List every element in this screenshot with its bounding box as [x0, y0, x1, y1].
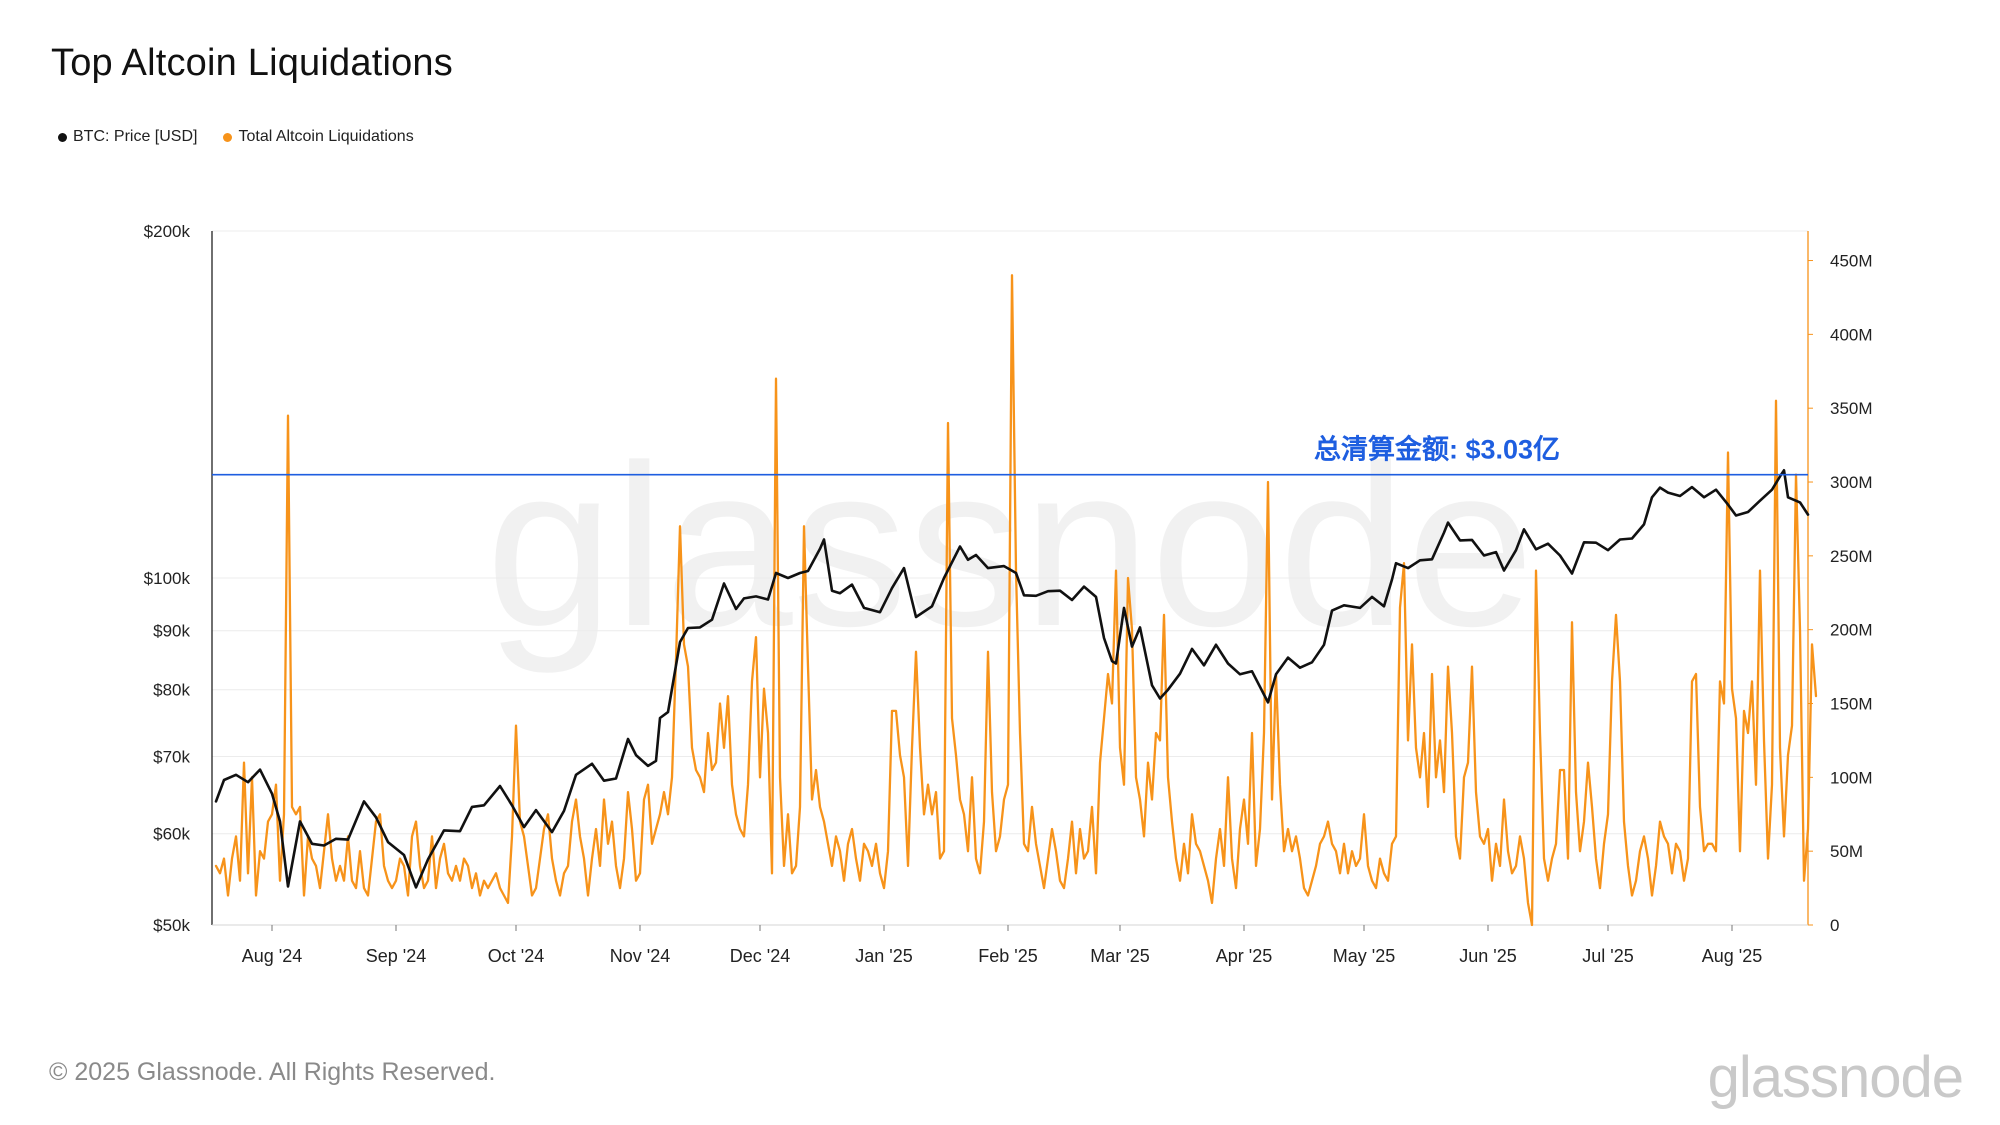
x-tick-label: May '25: [1333, 946, 1395, 966]
legend-label-btc: BTC: Price [USD]: [73, 128, 198, 145]
x-tick-label: Aug '25: [1702, 946, 1763, 966]
x-tick-label: Jun '25: [1459, 946, 1516, 966]
legend-dot-btc: [58, 132, 67, 142]
y-right-tick-label: 250M: [1830, 547, 1873, 566]
y-right-tick-label: 350M: [1830, 399, 1873, 418]
x-tick-label: Sep '24: [366, 946, 427, 966]
liquidations-layer: [214, 274, 1818, 927]
y-right-tick-label: 50M: [1830, 842, 1863, 861]
legend-item-btc-price[interactable]: BTC: Price [USD]: [58, 128, 197, 146]
btc-price-line: [214, 469, 1810, 889]
x-tick-label: Jan '25: [855, 946, 912, 966]
y-right-tick-label: 300M: [1830, 473, 1873, 492]
y-right-tick-label: 200M: [1830, 621, 1873, 640]
y-left-tick-label: $80k: [153, 681, 190, 700]
glassnode-logo: glassnode: [1707, 1045, 1964, 1110]
y-right-tick-label: 100M: [1830, 768, 1873, 787]
legend-label-liquidations: Total Altcoin Liquidations: [238, 128, 414, 145]
x-tick-label: Feb '25: [978, 946, 1037, 966]
x-tick-label: Mar '25: [1090, 946, 1149, 966]
legend: BTC: Price [USD] Total Altcoin Liquidati…: [58, 128, 440, 146]
copyright-text: © 2025 Glassnode. All Rights Reserved.: [49, 1058, 496, 1086]
legend-dot-liquidations: [223, 132, 233, 142]
annotation-label: 总清算金额: $3.03亿: [1314, 434, 1560, 465]
x-tick-label: Jul '25: [1582, 946, 1633, 966]
y-right-tick-label: 400M: [1830, 325, 1873, 344]
y-left-tick-label: $70k: [153, 748, 190, 767]
x-tick-label: Dec '24: [730, 946, 790, 966]
legend-item-altcoin-liquidations[interactable]: Total Altcoin Liquidations: [223, 128, 414, 146]
y-right-tick-label: 150M: [1830, 695, 1873, 714]
chart-title: Top Altcoin Liquidations: [51, 42, 453, 84]
y-right-tick-label: 0: [1830, 916, 1839, 935]
y-left-tick-label: $100k: [144, 569, 191, 588]
btc-price-layer: [214, 469, 1810, 889]
y-left-tick-label: $200k: [144, 222, 191, 241]
y-left-tick-label: $50k: [153, 916, 190, 935]
y-left-tick-label: $60k: [153, 825, 190, 844]
x-tick-label: Oct '24: [488, 946, 544, 966]
x-tick-label: Aug '24: [242, 946, 303, 966]
altcoin-liquidations-line: [214, 274, 1818, 927]
y-right-tick-label: 450M: [1830, 252, 1873, 271]
x-tick-label: Nov '24: [610, 946, 670, 966]
y-left-tick-label: $90k: [153, 622, 190, 641]
annotation-layer: 总清算金额: $3.03亿: [212, 434, 1808, 476]
x-tick-label: Apr '25: [1216, 946, 1272, 966]
